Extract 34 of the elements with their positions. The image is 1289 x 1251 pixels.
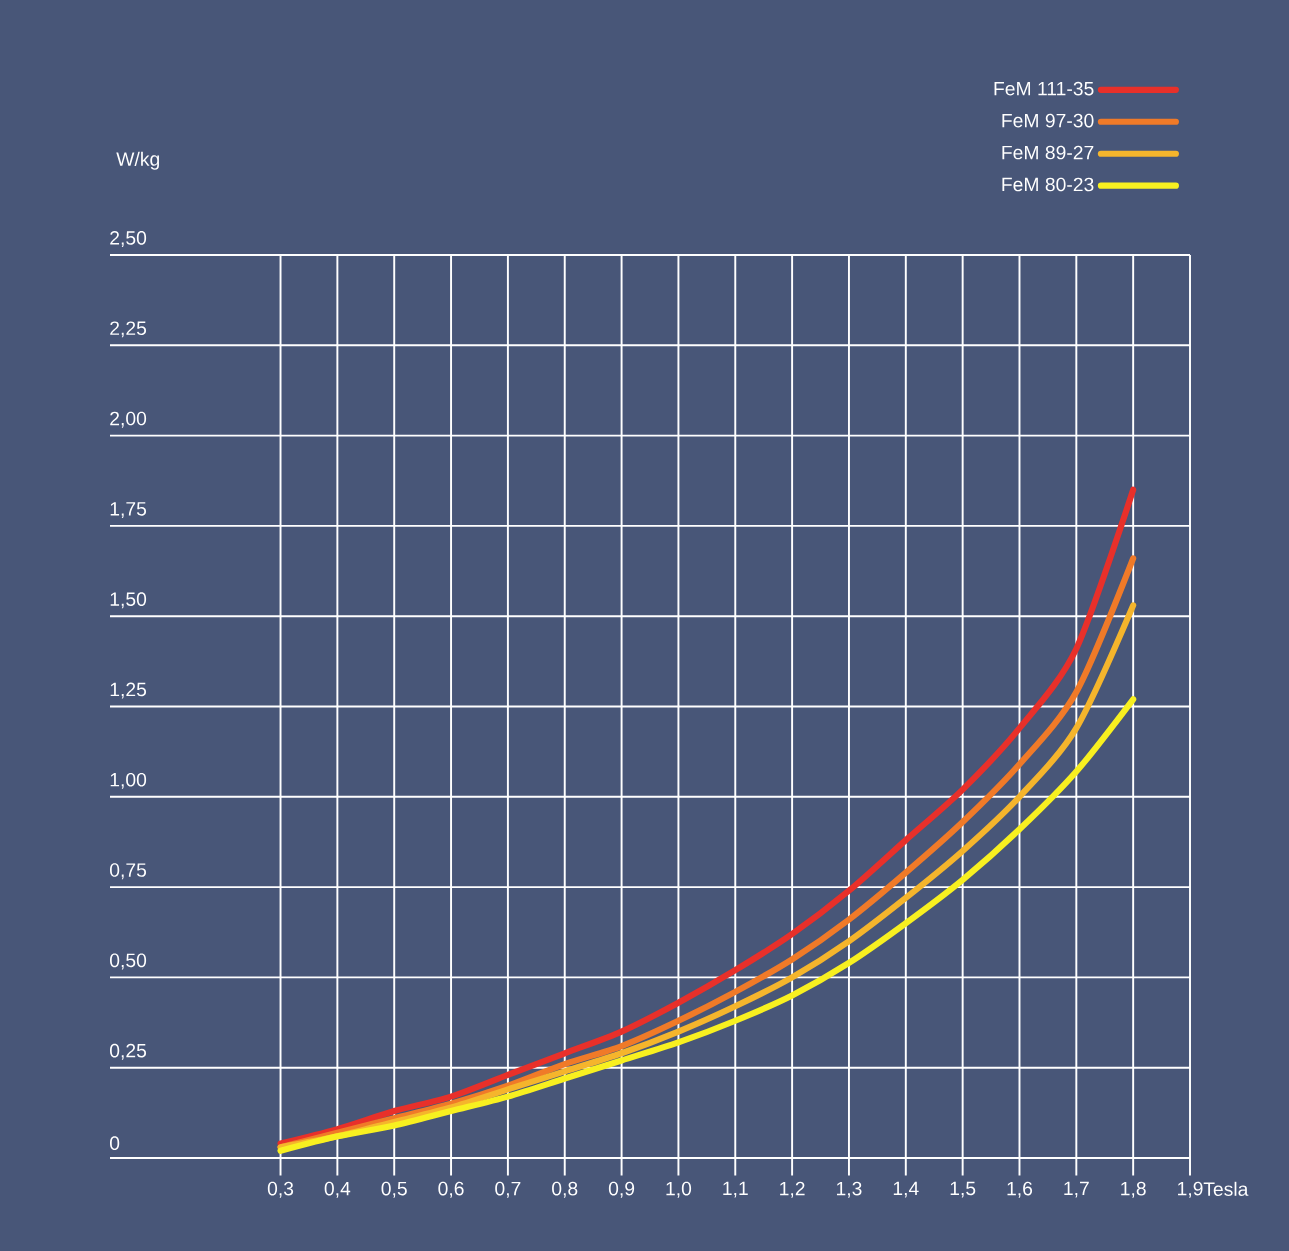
y-tick-label: 2,00 — [110, 411, 147, 428]
x-tick-label: 1,7 — [1064, 1181, 1089, 1198]
legend-label: FeM 89-27 — [1002, 145, 1094, 160]
y-tick-label: 2,50 — [110, 231, 147, 248]
x-tick-label: 0,9 — [608, 1181, 635, 1198]
y-tick-label: 0,25 — [110, 1043, 147, 1060]
x-tick-label: 0,7 — [495, 1181, 521, 1198]
y-tick-label: 0,50 — [110, 953, 147, 970]
y-tick-label: 1,25 — [110, 682, 147, 699]
y-tick-label: 1,75 — [110, 502, 147, 518]
x-tick-label: 1,0 — [666, 1181, 692, 1198]
x-tick-label: 0,4 — [324, 1181, 351, 1198]
x-axis-title: Tesla — [1203, 1181, 1249, 1196]
y-tick-label: 0 — [110, 1136, 120, 1151]
x-tick-label: 0,5 — [381, 1181, 407, 1198]
y-tick-label: 2,25 — [110, 321, 147, 338]
x-tick-label: 1,4 — [893, 1181, 919, 1198]
x-tick-label: 1,9 — [1178, 1181, 1203, 1198]
y-tick-label: 0,75 — [110, 863, 147, 880]
x-tick-label: 1,3 — [836, 1181, 862, 1198]
x-tick-label: 1,2 — [780, 1181, 805, 1198]
legend-label: FeM 80-23 — [1002, 177, 1094, 192]
x-tick-label: 0,6 — [438, 1181, 464, 1198]
y-axis-title: W/kg — [116, 151, 160, 170]
legend-label: FeM 111-35 — [994, 81, 1094, 96]
x-tick-label: 1,1 — [723, 1181, 748, 1198]
x-tick-label: 0,3 — [267, 1181, 294, 1198]
legend-label: FeM 97-30 — [1002, 113, 1094, 128]
y-tick-label: 1,50 — [110, 592, 147, 609]
y-tick-label: 1,00 — [110, 772, 147, 789]
x-tick-label: 1,8 — [1121, 1181, 1146, 1198]
x-tick-label: 0,8 — [552, 1181, 578, 1198]
x-tick-label: 1,6 — [1007, 1181, 1033, 1198]
x-tick-label: 1,5 — [950, 1181, 976, 1198]
